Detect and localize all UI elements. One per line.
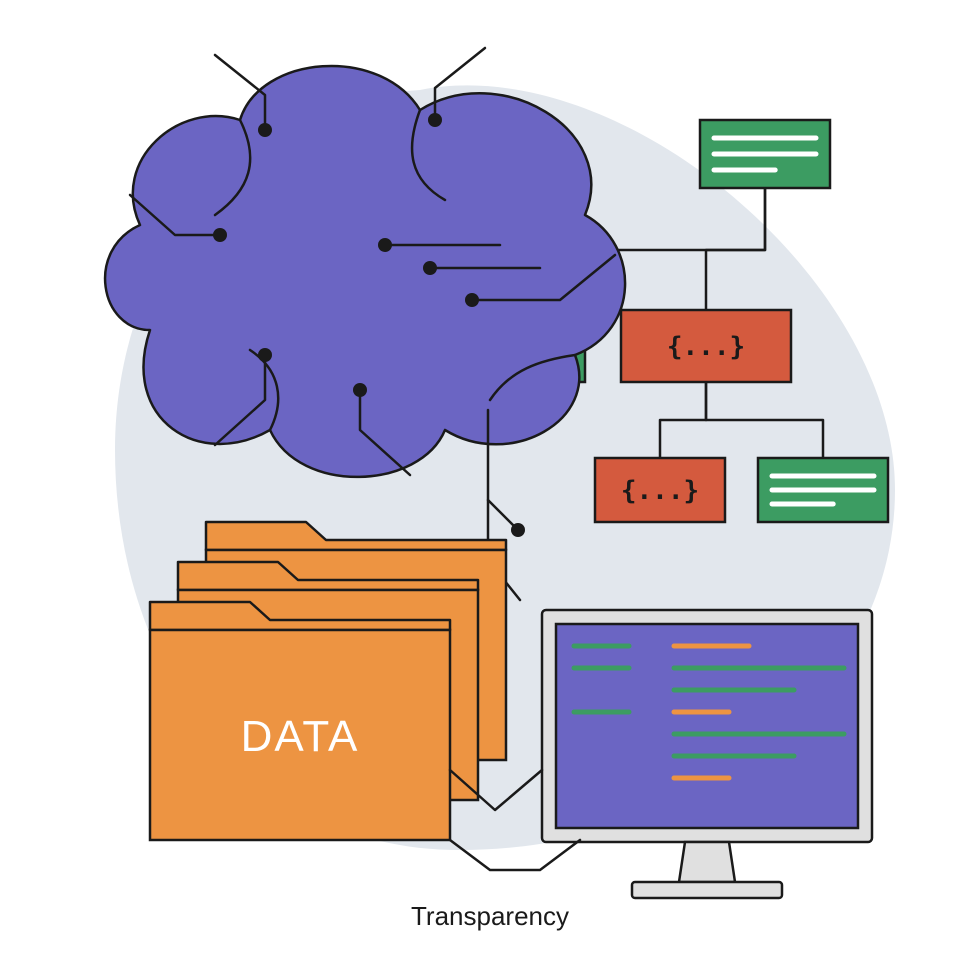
caption-text: Transparency	[0, 901, 980, 932]
infographic-svg: {...} {...} DATA	[0, 0, 980, 980]
svg-text:{...}: {...}	[667, 332, 745, 362]
infographic-canvas: {...} {...} DATA Transparency	[0, 0, 980, 980]
svg-text:{...}: {...}	[621, 476, 699, 506]
folder-label: DATA	[241, 712, 360, 761]
